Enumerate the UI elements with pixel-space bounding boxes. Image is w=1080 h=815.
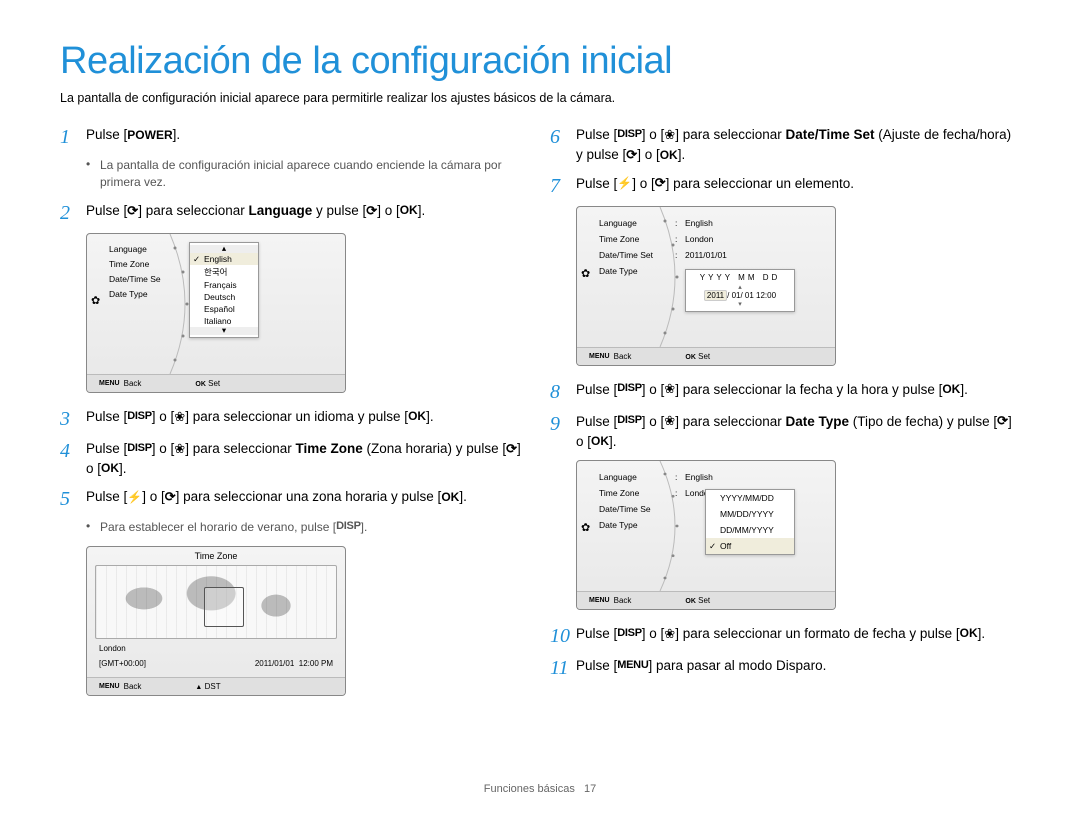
step-7: 7 Pulse [] o [] para seleccionar un elem…: [550, 174, 1020, 198]
macro-icon: [664, 382, 675, 395]
flash-icon: [127, 491, 142, 503]
step-6: 6 Pulse [DISP] o [] para seleccionar Dat…: [550, 125, 1020, 166]
timer-icon: [626, 148, 637, 161]
step-4: 4 Pulse [DISP] o [] para seleccionar Tim…: [60, 439, 530, 480]
step-11: 11 Pulse [MENU] para pasar al modo Dispa…: [550, 656, 1020, 680]
footer-page: 17: [584, 783, 596, 795]
language-screen: ✿LanguageTime ZoneDate/Time SeDate Type …: [86, 233, 346, 393]
menu-icon: MENU: [617, 660, 648, 671]
ok-icon: OK: [660, 149, 678, 161]
datetype-popup: YYYY/MM/DDMM/DD/YYYYDD/MM/YYYYOff: [705, 489, 795, 555]
world-map: [95, 565, 337, 639]
footer-label: Funciones básicas: [484, 783, 575, 795]
timer-icon: [997, 414, 1008, 427]
timer-icon: [655, 176, 666, 189]
ok-icon: OK: [400, 204, 418, 216]
datetype-screen: ✿Language:EnglishTime Zone:LondonDate/Ti…: [576, 460, 836, 610]
disp-icon: DISP: [127, 411, 151, 422]
ok-icon: OK: [441, 491, 459, 503]
step-8: 8 Pulse [DISP] o [] para seleccionar la …: [550, 380, 1020, 404]
right-column: 6 Pulse [DISP] o [] para seleccionar Dat…: [550, 125, 1020, 710]
step-9: 9 Pulse [DISP] o [] para seleccionar Dat…: [550, 412, 1020, 453]
step-10: 10 Pulse [DISP] o [] para seleccionar un…: [550, 624, 1020, 648]
ok-icon: OK: [942, 383, 960, 395]
language-popup: ▴English한국어FrançaisDeutschEspañolItalian…: [189, 242, 259, 338]
page-footer: Funciones básicas 17: [0, 783, 1080, 795]
gear-icon: ✿: [581, 265, 590, 285]
two-columns: 1 Pulse [POWER]. •La pantalla de configu…: [60, 125, 1020, 710]
disp-icon: DISP: [617, 129, 641, 140]
disp-icon: DISP: [617, 415, 641, 426]
disp-icon: DISP: [617, 383, 641, 394]
step-3: 3 Pulse [DISP] o [] para seleccionar un …: [60, 407, 530, 431]
macro-icon: [174, 442, 185, 455]
flash-icon: [617, 177, 632, 189]
timezone-screen: Time Zone London [GMT+00:00]2011/01/01 1…: [86, 546, 346, 696]
timer-icon: [127, 204, 138, 217]
ok-icon: OK: [101, 462, 119, 474]
gear-icon: ✿: [91, 292, 100, 312]
timer-icon: [366, 204, 377, 217]
manual-page: Realización de la configuración inicial …: [0, 0, 1080, 815]
ok-icon: OK: [591, 435, 609, 447]
macro-icon: [664, 627, 675, 640]
datetime-popup: YYYY MM DD ▴ 2011/ 01/ 01 12:00 ▾: [685, 269, 795, 312]
step-1: 1 Pulse [POWER].: [60, 125, 530, 149]
ok-icon: OK: [408, 410, 426, 422]
left-column: 1 Pulse [POWER]. •La pantalla de configu…: [60, 125, 530, 710]
disp-icon: DISP: [617, 628, 641, 639]
page-subtitle: La pantalla de configuración inicial apa…: [60, 91, 1020, 105]
macro-icon: [664, 414, 675, 427]
page-title: Realización de la configuración inicial: [60, 40, 1020, 83]
step-2: 2 Pulse [] para seleccionar Language y p…: [60, 201, 530, 225]
ok-icon: OK: [960, 627, 978, 639]
note-bullet: •La pantalla de configuración inicial ap…: [86, 157, 530, 191]
timer-icon: [506, 442, 517, 455]
timer-icon: [165, 490, 176, 503]
macro-icon: [174, 410, 185, 423]
datetime-screen: ✿Language:EnglishTime Zone:LondonDate/Ti…: [576, 206, 836, 366]
note-bullet: •Para establecer el horario de verano, p…: [86, 519, 530, 536]
disp-icon: DISP: [127, 443, 151, 454]
gear-icon: ✿: [581, 519, 590, 539]
macro-icon: [664, 128, 675, 141]
disp-icon: DISP: [336, 521, 360, 532]
step-5: 5 Pulse [] o [] para seleccionar una zon…: [60, 487, 530, 511]
